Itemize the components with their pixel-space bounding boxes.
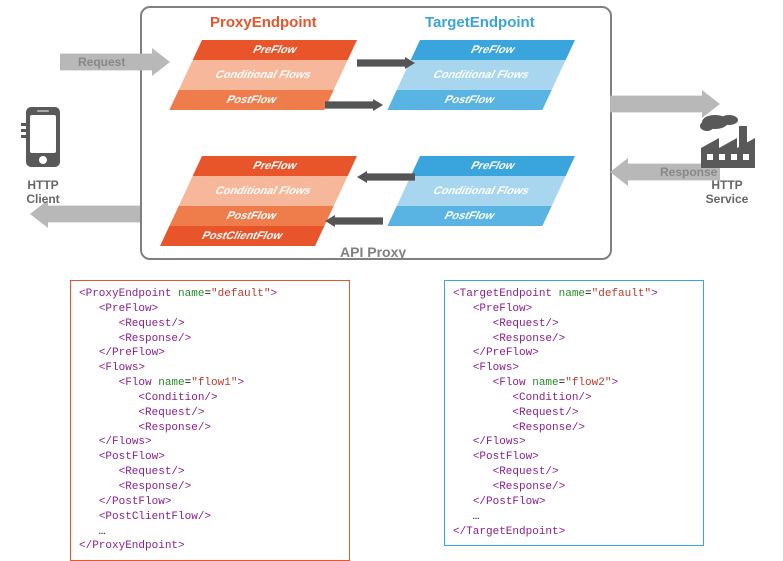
http-service-label: HTTP Service <box>700 178 754 207</box>
target-endpoint-title: TargetEndpoint <box>425 14 535 31</box>
br-to-bl-bot <box>325 214 383 232</box>
api-proxy-label: API Proxy <box>340 244 406 260</box>
http-client-label: HTTP Client <box>22 178 64 207</box>
flow-row-preflow: PreFlow <box>411 40 575 60</box>
flow-row-postflow: PostFlow <box>387 206 551 226</box>
flow-block-br: PreFlowConditional FlowsPostFlow <box>420 156 575 226</box>
flow-row-postflow: PostFlow <box>169 206 333 226</box>
flow-block-tr: PreFlowConditional FlowsPostFlow <box>420 40 575 110</box>
factory-icon <box>695 112 763 181</box>
proxy-endpoint-title: ProxyEndpoint <box>210 14 317 31</box>
flow-row-conditional: Conditional Flows <box>397 176 566 206</box>
mobile-phone-icon <box>18 105 68 182</box>
flow-row-conditional: Conditional Flows <box>397 60 566 90</box>
br-to-bl-top <box>357 170 415 188</box>
target-endpoint-code: <TargetEndpoint name="default"> <PreFlow… <box>444 280 704 546</box>
flow-row-preflow: PreFlow <box>411 156 575 176</box>
flow-row-postflow: PostFlow <box>169 90 333 110</box>
flow-row-postclient: PostClientFlow <box>160 226 324 246</box>
flow-row-conditional: Conditional Flows <box>179 176 348 206</box>
flow-row-conditional: Conditional Flows <box>179 60 348 90</box>
request-label: Request <box>78 55 125 69</box>
flow-row-preflow: PreFlow <box>193 40 357 60</box>
flow-block-bl: PreFlowConditional FlowsPostFlowPostClie… <box>202 156 357 246</box>
proxy-endpoint-code: <ProxyEndpoint name="default"> <PreFlow>… <box>70 280 350 561</box>
tl-to-tr-top <box>357 56 415 74</box>
flow-row-preflow: PreFlow <box>193 156 357 176</box>
tl-to-tr-bot <box>325 98 383 116</box>
flow-row-postflow: PostFlow <box>387 90 551 110</box>
